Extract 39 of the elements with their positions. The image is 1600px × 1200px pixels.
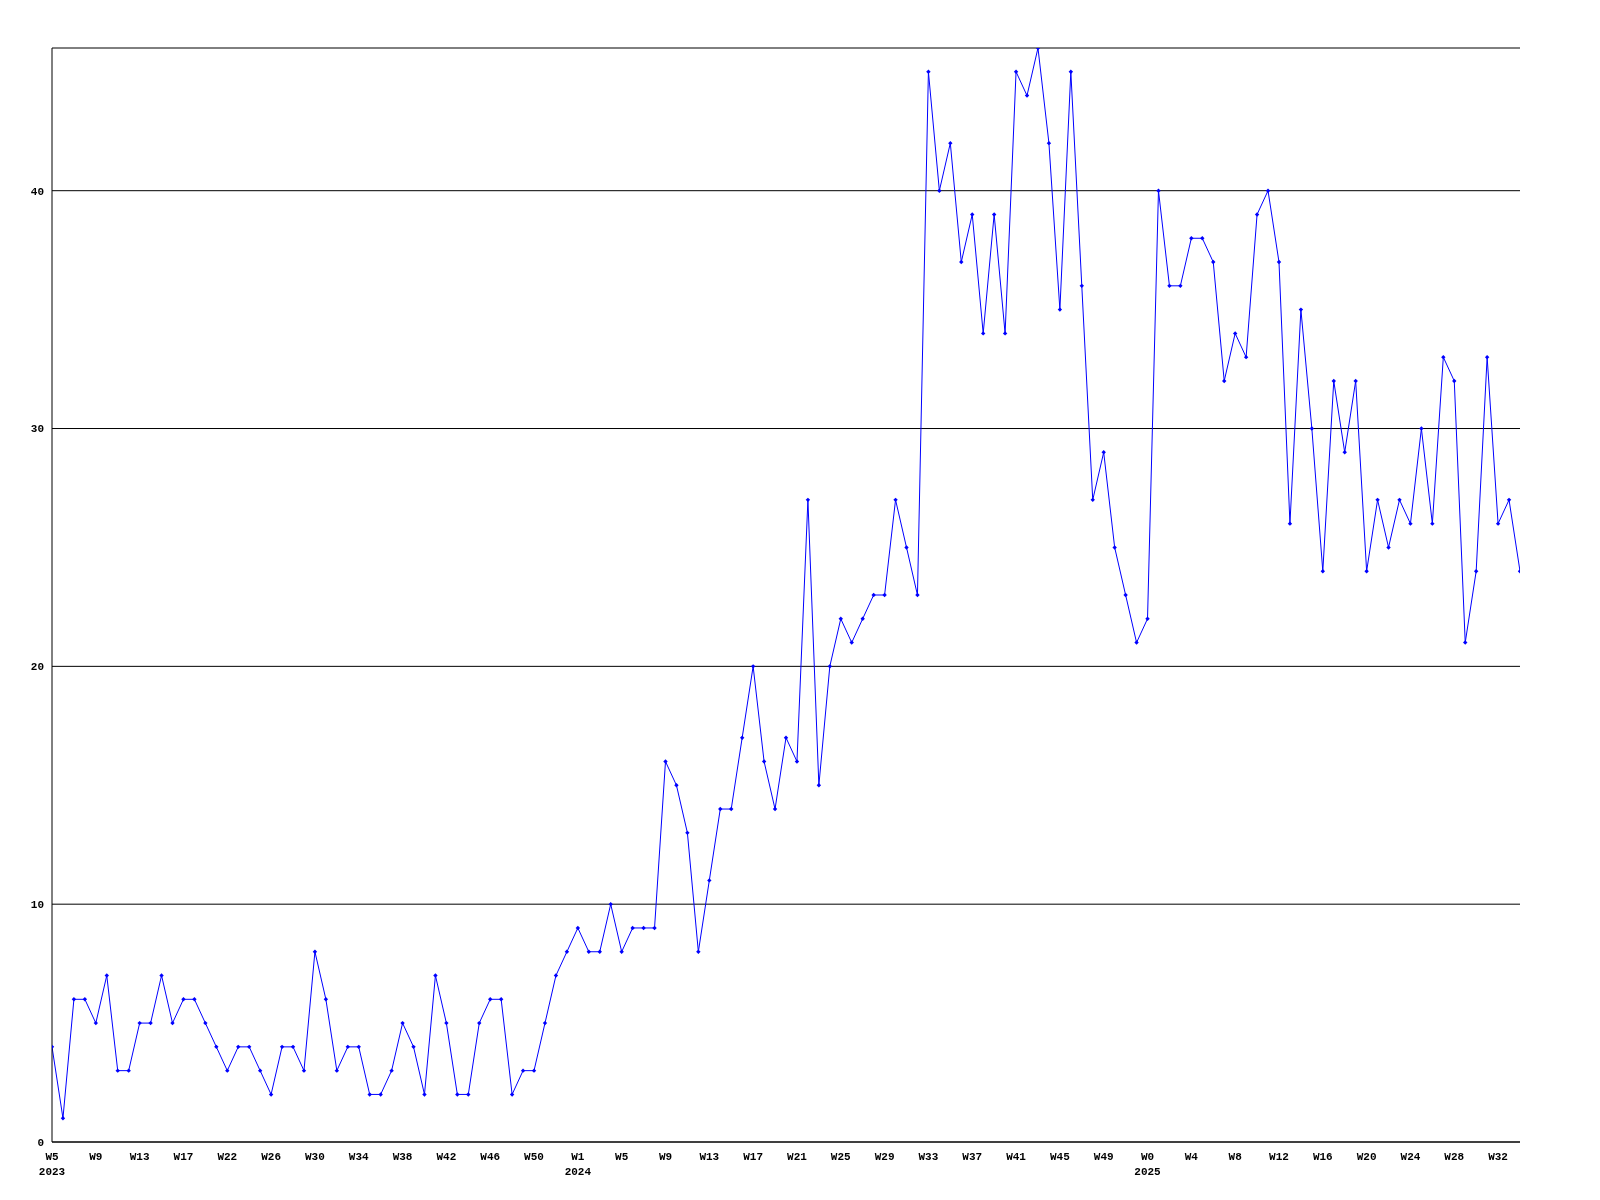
x-tick-label: W28 [1444, 1151, 1465, 1163]
y-tick-label: 0 [37, 1136, 44, 1149]
x-tick-label: W38 [392, 1151, 413, 1163]
x-tick-label: W0 2025 [1134, 1151, 1162, 1178]
x-tick-label: W1 2024 [564, 1151, 592, 1178]
y-tick-label: 10 [30, 899, 44, 912]
x-tick-label: W32 [1488, 1151, 1508, 1163]
x-tick-label: W41 [1006, 1151, 1027, 1163]
y-tick-label: 30 [30, 423, 44, 436]
x-tick-label: W33 [918, 1151, 939, 1163]
x-tick-label: W16 [1312, 1151, 1333, 1163]
x-tick-label: W17 [173, 1151, 194, 1163]
x-tick-label: W42 [436, 1151, 457, 1163]
x-tick-label: W50 [524, 1151, 544, 1163]
x-tick-label: W8 [1228, 1151, 1243, 1163]
y-tick-label: 20 [30, 661, 44, 674]
x-tick-label: W17 [743, 1151, 764, 1163]
x-tick-label: W13 [129, 1151, 150, 1163]
x-tick-label: W22 [217, 1151, 238, 1163]
x-tick-label: W5 2023 [38, 1151, 66, 1178]
x-tick-label: W34 [348, 1151, 370, 1163]
x-tick-label: W5 [615, 1151, 629, 1163]
x-tick-label: W30 [305, 1151, 325, 1163]
x-tick-label: W9 [89, 1151, 103, 1163]
x-tick-label: W29 [874, 1151, 895, 1163]
x-tick-label: W9 [658, 1151, 673, 1163]
x-tick-label: W24 [1400, 1151, 1421, 1163]
x-tick-label: W49 [1093, 1151, 1114, 1163]
x-tick-label: W46 [480, 1151, 501, 1163]
x-tick-label: W20 [1356, 1151, 1377, 1163]
x-tick-label: W37 [962, 1151, 983, 1163]
x-tick-label: W21 [787, 1151, 808, 1163]
x-tick-label: W13 [699, 1151, 720, 1163]
x-tick-label: W26 [261, 1151, 282, 1163]
x-tick-label: W25 [830, 1151, 852, 1163]
x-tick-label: W4 [1184, 1151, 1199, 1163]
y-tick-label: 40 [30, 185, 44, 198]
x-tick-label: W12 [1269, 1151, 1289, 1163]
x-tick-label: W45 [1049, 1151, 1071, 1163]
